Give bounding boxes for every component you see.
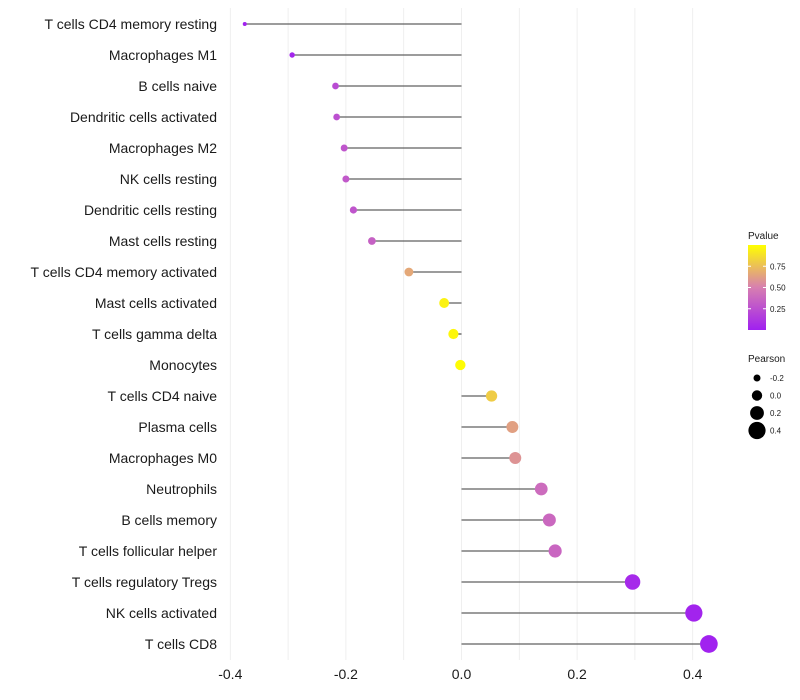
category-label: T cells CD4 memory resting — [45, 16, 217, 32]
lollipop-point — [509, 452, 522, 464]
category-label: Plasma cells — [138, 419, 217, 435]
lollipop-point — [548, 544, 562, 558]
lollipop-stems — [244, 23, 709, 645]
pvalue-legend-title: Pvalue — [748, 231, 779, 242]
lollipop-point — [340, 144, 348, 152]
lollipop-point — [700, 635, 718, 653]
lollipop-point — [349, 206, 358, 214]
lollipop-point — [439, 298, 450, 308]
category-labels: T cells CD4 memory resting Macrophages M1… — [31, 16, 218, 652]
x-tick-label: 0.4 — [683, 666, 703, 682]
lollipop-point — [534, 482, 548, 496]
pearson-legend-title: Pearson — [748, 354, 785, 365]
pearson-legend-dot — [748, 421, 766, 440]
lollipop-point — [506, 421, 519, 433]
lollipop-point — [455, 359, 466, 371]
lollipop-point — [368, 237, 376, 245]
category-label: T cells CD4 naive — [108, 388, 218, 404]
lollipop-point — [685, 604, 703, 622]
category-label: NK cells activated — [106, 605, 217, 621]
lollipop-point — [332, 82, 339, 90]
lollipop-point — [333, 113, 341, 121]
pearson-legend-label: 0.4 — [770, 427, 782, 436]
category-label: T cells regulatory Tregs — [72, 574, 217, 590]
pearson-legend-label: -0.2 — [770, 374, 784, 383]
category-label: B cells memory — [121, 512, 217, 528]
lollipop-point — [624, 574, 641, 590]
category-label: Macrophages M0 — [109, 450, 217, 466]
category-label: T cells CD4 memory activated — [31, 264, 217, 280]
category-label: Macrophages M2 — [109, 140, 217, 156]
pearson-legend-dot — [751, 390, 763, 401]
category-label: Dendritic cells activated — [70, 109, 217, 125]
category-label: NK cells resting — [120, 171, 217, 187]
category-label: Mast cells resting — [109, 233, 217, 249]
pvalue-colorbar — [748, 245, 766, 330]
x-axis-tick-labels: -0.4 -0.2 0.0 0.2 0.4 — [218, 666, 702, 682]
pvalue-legend-label: 0.25 — [770, 305, 786, 314]
x-tick-label: -0.4 — [218, 666, 242, 682]
pearson-legend: Pearson -0.2 0.0 0.2 0.4 — [748, 354, 785, 440]
category-label: Monocytes — [149, 357, 217, 373]
x-tick-label: 0.0 — [452, 666, 472, 682]
pearson-legend-dot — [750, 406, 764, 420]
lollipop-point — [485, 390, 498, 402]
lollipop-point — [448, 328, 459, 340]
pvalue-legend-label: 0.75 — [770, 262, 786, 271]
category-label: Mast cells activated — [95, 295, 217, 311]
lollipop-point — [342, 175, 350, 183]
category-label: Neutrophils — [146, 481, 217, 497]
lollipop-point — [404, 267, 414, 277]
category-label: T cells follicular helper — [79, 543, 218, 559]
pvalue-legend: Pvalue 0.25 0.50 0.75 — [748, 231, 786, 330]
category-label: T cells CD8 — [145, 636, 217, 652]
x-tick-label: 0.2 — [567, 666, 587, 682]
pearson-legend-label: 0.0 — [770, 392, 782, 401]
lollipop-point — [542, 513, 556, 527]
category-label: Dendritic cells resting — [84, 202, 217, 218]
lollipop-points — [242, 21, 718, 653]
pearson-legend-dot — [753, 374, 761, 382]
x-tick-label: -0.2 — [334, 666, 358, 682]
lollipop-point — [242, 21, 247, 27]
pearson-legend-label: 0.2 — [770, 409, 782, 418]
category-label: B cells naive — [138, 78, 217, 94]
pvalue-legend-label: 0.50 — [770, 284, 786, 293]
category-label: T cells gamma delta — [92, 326, 217, 342]
lollipop-point — [289, 52, 295, 58]
category-label: Macrophages M1 — [109, 47, 217, 63]
